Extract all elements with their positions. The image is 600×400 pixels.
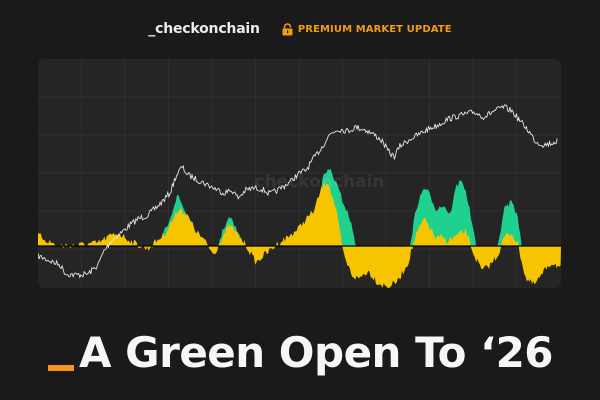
headline-underscore-accent <box>48 365 74 371</box>
watermark: _checkonchain <box>246 172 385 192</box>
brand-bar: _checkonchain PREMIUM MARKET UPDATE <box>0 19 600 39</box>
headline-title: A Green Open To ‘26 <box>79 328 554 377</box>
headline: A Green Open To ‘26 <box>48 318 554 378</box>
yellow-oscillator-area <box>38 181 561 288</box>
lock-icon <box>282 22 293 35</box>
chart-card: _checkonchain <box>38 59 561 288</box>
chart-graphic: _checkonchain <box>38 59 561 288</box>
price-line <box>38 104 558 279</box>
brand-logo: _checkonchain <box>148 21 260 37</box>
premium-badge: PREMIUM MARKET UPDATE <box>282 22 452 36</box>
premium-market-update-label: PREMIUM MARKET UPDATE <box>297 23 452 35</box>
green-band-area <box>38 168 561 246</box>
